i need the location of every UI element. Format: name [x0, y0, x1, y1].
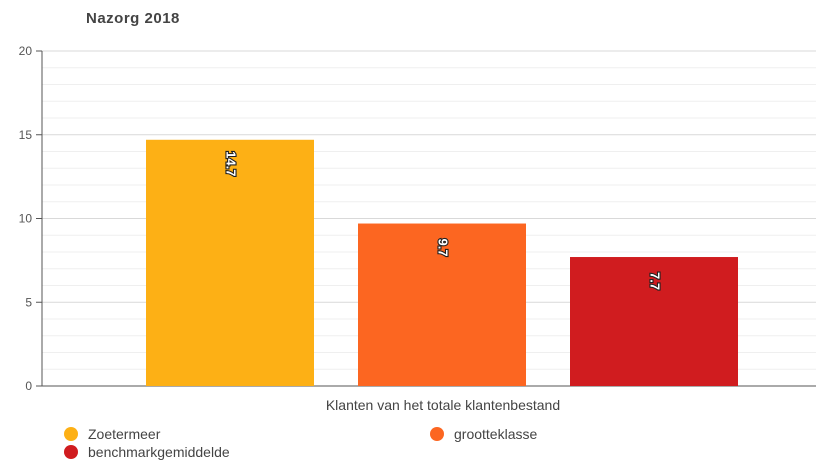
x-axis-label: Klanten van het totale klantenbestand [326, 397, 560, 413]
bars [146, 139, 738, 386]
legend-label: benchmarkgemiddelde [88, 444, 230, 460]
legend-label: Zoetermeer [88, 426, 161, 442]
chart-title: Nazorg 2018 [86, 10, 180, 27]
legend-item-benchmarkgemiddelde[interactable]: benchmarkgemiddelde [64, 444, 230, 460]
data-label: 14.7 [224, 151, 239, 176]
legend-item-zoetermeer[interactable]: Zoetermeer [64, 426, 160, 442]
y-tick-label: 0 [25, 379, 32, 393]
data-labels: 14.7 9.7 7.7 [222, 150, 663, 291]
data-label: 9.7 [436, 238, 451, 256]
legend-swatch [64, 427, 78, 441]
y-tick-label: 20 [19, 44, 33, 58]
bar-benchmarkgemiddelde[interactable] [570, 257, 738, 386]
legend-item-grootteklasse[interactable]: grootteklasse [430, 426, 537, 442]
legend-label: grootteklasse [454, 426, 538, 442]
data-label: 7.7 [648, 272, 663, 290]
bar-grootteklasse[interactable] [358, 223, 526, 386]
legend-swatch [430, 427, 444, 441]
y-tick-label: 10 [19, 212, 33, 226]
y-tick-label: 15 [19, 128, 33, 142]
bar-zoetermeer[interactable] [146, 139, 314, 386]
y-tick-label: 5 [25, 295, 32, 309]
legend-swatch [64, 445, 78, 459]
